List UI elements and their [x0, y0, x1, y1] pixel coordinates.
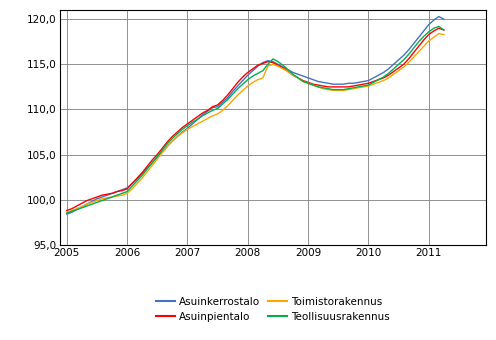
Toimistorakennus [260, 76, 266, 80]
Asuinkerrostalo [99, 195, 105, 199]
Toimistorakennus [99, 197, 105, 201]
Asuinkerrostalo [436, 15, 442, 19]
Line: Asuinkerrostalo: Asuinkerrostalo [67, 17, 444, 214]
Line: Toimistorakennus: Toimistorakennus [67, 34, 444, 212]
Asuinpientalo [315, 83, 321, 87]
Teollisuusrakennus [305, 81, 311, 85]
Asuinkerrostalo [441, 17, 447, 21]
Teollisuusrakennus [260, 69, 266, 73]
Asuinpientalo [366, 81, 372, 85]
Teollisuusrakennus [441, 28, 447, 32]
Toimistorakennus [366, 84, 372, 88]
Legend: Asuinkerrostalo, Asuinpientalo, Toimistorakennus, Teollisuusrakennus: Asuinkerrostalo, Asuinpientalo, Toimisto… [156, 297, 390, 322]
Asuinkerrostalo [305, 76, 311, 80]
Asuinpientalo [99, 193, 105, 197]
Asuinkerrostalo [260, 61, 266, 65]
Teollisuusrakennus [99, 199, 105, 203]
Toimistorakennus [64, 210, 70, 214]
Teollisuusrakennus [315, 85, 321, 89]
Teollisuusrakennus [64, 211, 70, 215]
Asuinpientalo [441, 28, 447, 32]
Toimistorakennus [441, 33, 447, 37]
Toimistorakennus [305, 81, 311, 85]
Toimistorakennus [315, 85, 321, 89]
Asuinkerrostalo [194, 117, 200, 121]
Asuinkerrostalo [64, 212, 70, 216]
Toimistorakennus [436, 32, 442, 36]
Line: Teollisuusrakennus: Teollisuusrakennus [67, 27, 444, 213]
Asuinkerrostalo [366, 79, 372, 83]
Line: Asuinpientalo: Asuinpientalo [67, 28, 444, 210]
Asuinpientalo [436, 26, 442, 30]
Asuinpientalo [305, 80, 311, 84]
Teollisuusrakennus [366, 83, 372, 87]
Toimistorakennus [194, 122, 200, 126]
Asuinpientalo [64, 208, 70, 212]
Asuinpientalo [194, 115, 200, 119]
Teollisuusrakennus [436, 24, 442, 29]
Asuinpientalo [260, 62, 266, 66]
Asuinkerrostalo [315, 80, 321, 84]
Teollisuusrakennus [194, 117, 200, 121]
